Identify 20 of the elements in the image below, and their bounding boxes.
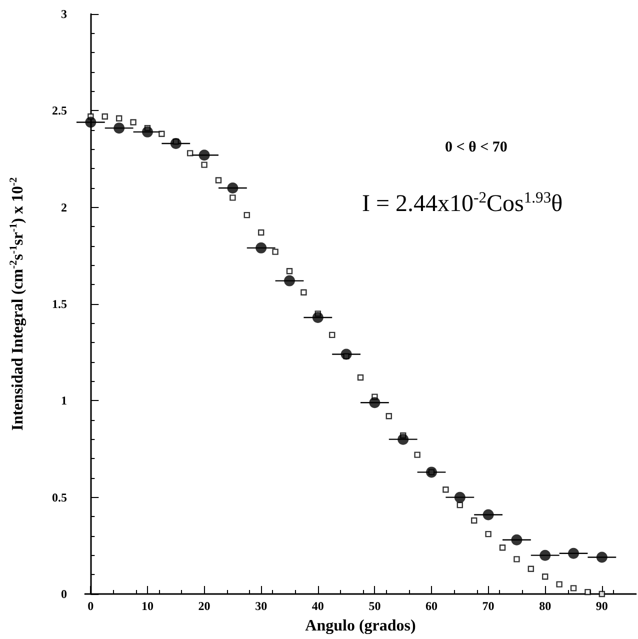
x-tick-label: 0 (88, 599, 94, 613)
y-axis-title: Intensidad Integral (cm-2s-1sr-1) x 10-2 (8, 177, 26, 431)
y-tick-label: 2 (61, 200, 67, 214)
y-tick-label: 1.5 (52, 297, 67, 311)
x-tick-label: 90 (596, 599, 608, 613)
annotation: 0 < θ < 70 (445, 140, 508, 156)
x-axis-title: Angulo (grados) (305, 618, 416, 634)
x-tick-label: 60 (426, 599, 438, 613)
x-tick-label: 10 (141, 599, 154, 613)
x-tick-label: 40 (312, 599, 324, 613)
y-tick-label: 2.5 (52, 104, 67, 118)
x-tick-label: 80 (539, 599, 552, 613)
x-tick-label: 70 (482, 599, 494, 613)
y-tick-label: 1 (61, 394, 67, 408)
x-tick-label: 20 (198, 599, 210, 613)
y-tick-label: 3 (61, 7, 67, 21)
y-tick-label: 0 (61, 587, 67, 601)
x-tick-label: 30 (255, 599, 268, 613)
x-tick-label: 50 (368, 599, 381, 613)
y-tick-label: 0.5 (52, 490, 67, 504)
